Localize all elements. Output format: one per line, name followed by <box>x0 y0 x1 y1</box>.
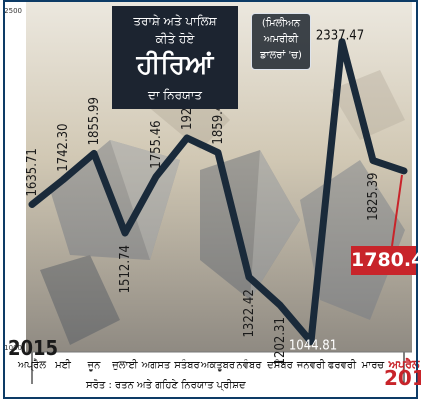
unit-note-line-3: ਡਾਲਰਾਂ 'ਚ) <box>260 50 302 61</box>
chart-title-line-1: ਤਰਾਸ਼ੇ ਅਤੇ ਪਾਲਿਸ਼ <box>133 14 217 28</box>
x-tick-label: ਅਪ੍ਰੈਲ <box>388 357 420 372</box>
data-label: 1202.31 <box>273 317 288 365</box>
series-line <box>28 38 408 346</box>
x-tick-label: ਜਨਵਰੀ <box>296 359 326 371</box>
series-group <box>28 38 408 346</box>
year-guides <box>31 352 405 384</box>
data-label: 1635.71 <box>25 148 40 196</box>
year-start-label: 2015 <box>8 336 59 360</box>
year-end-label: 2016 <box>384 366 421 390</box>
x-tick-label: ਸਤੰਬਰ <box>173 359 200 371</box>
data-label: 1755.46 <box>149 120 164 168</box>
x-tick-label: ਅਗਸਤ <box>141 360 171 371</box>
unit-note-box: (ਮਿਲੀਅਨ ਅਮਰੀਕੀ ਡਾਲਰਾਂ 'ਚ) <box>251 13 311 70</box>
chart-title-box: ਤਰਾਸ਼ੇ ਅਤੇ ਪਾਲਿਸ਼ ਕੀਤੇ ਹੋਏ ਹੀਰਿਆਂ ਦਾ ਨਿਰ… <box>112 6 238 109</box>
x-tick-label: ਫਰਵਰੀ <box>327 359 357 371</box>
unit-note-line-2: ਅਮਰੀਕੀ <box>263 34 299 45</box>
data-label: 1742.30 <box>56 123 71 171</box>
y-tick-label: 2500 <box>4 7 22 15</box>
data-label: 2337.47 <box>316 29 364 44</box>
chart-frame <box>3 0 418 399</box>
x-tick-label: ਮਾਰਚ <box>361 360 385 371</box>
data-label: 1044.81 <box>289 339 337 354</box>
x-tick-label: ਜੁਲਾਈ <box>111 359 138 371</box>
x-tick-label: ਦਸੰਬਰ <box>266 359 294 371</box>
latest-value-pointer <box>391 174 403 247</box>
x-axis-labels: ਅਪ੍ਰੈਲ ਮਈ ਜੂਨ ਜੁਲਾਈ ਅਗਸਤ ਸਤੰਬਰ ਅਕਤੂਬਰ ਨਵੰਬਰ ਦਸੰਬ… <box>17 357 420 372</box>
unit-note-line-1: (ਮਿਲੀਅਨ <box>261 18 301 29</box>
data-label: 1322.42 <box>242 289 257 337</box>
chart-title-line-2: ਕੀਤੇ ਹੋਏ <box>155 32 195 46</box>
latest-value-badge: 1780.40 <box>351 246 421 275</box>
chart-title-line-4: ਦਾ ਨਿਰਯਾਤ <box>148 88 202 102</box>
y-tick-label: 1000 <box>4 344 22 352</box>
x-tick-label: ਮਈ <box>54 359 72 371</box>
x-tick-label: ਅਪ੍ਰੈਲ <box>17 359 46 371</box>
source-note: ਸਰੋਤ : ਰਤਨ ਅਤੇ ਗਹਿਣੇ ਨਿਰਯਾਤ ਪ੍ਰੀਸ਼ਦ <box>86 380 246 391</box>
data-label: 1855.99 <box>87 97 102 145</box>
x-tick-label: ਅਕਤੂਬਰ <box>200 360 236 371</box>
data-label: 1512.74 <box>118 245 133 293</box>
y-axis: 2500 1000 <box>4 7 22 352</box>
x-tick-label: ਜੂਨ <box>87 360 102 371</box>
x-tick-label: ਨਵੰਬਰ <box>236 359 263 371</box>
chart-title-line-3: ਹੀਰਿਆਂ <box>136 50 214 80</box>
data-label: 1825.39 <box>366 173 381 221</box>
